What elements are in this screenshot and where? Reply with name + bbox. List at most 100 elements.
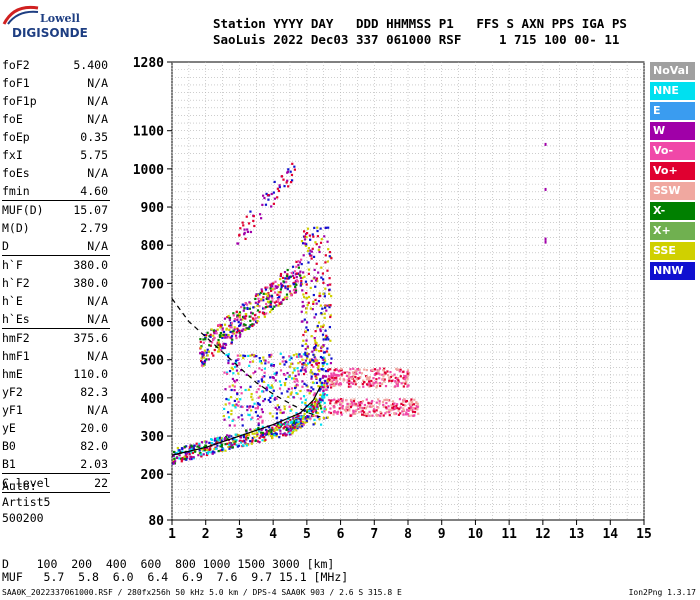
echo-point <box>333 398 336 401</box>
echo-point <box>364 407 368 410</box>
echo-point <box>244 436 247 439</box>
echo-point <box>390 404 393 407</box>
param-value: N/A <box>87 349 108 363</box>
echo-point <box>318 398 321 401</box>
echo-point <box>408 407 411 410</box>
echo-point <box>217 346 220 349</box>
echo-point <box>294 385 297 388</box>
echo-point <box>258 305 261 308</box>
echo-point <box>290 357 293 360</box>
echo-point <box>256 294 259 297</box>
echo-point <box>395 377 399 380</box>
echo-point <box>322 324 325 327</box>
y-tick-label: 1280 <box>133 56 164 71</box>
echo-point <box>317 300 321 303</box>
echo-point <box>220 334 223 337</box>
echo-point <box>288 358 291 361</box>
echo-point <box>282 280 285 283</box>
echo-point <box>345 398 348 402</box>
echo-point <box>184 451 187 454</box>
param-name: foF1 <box>2 76 30 90</box>
echo-point <box>300 279 303 283</box>
echo-point <box>234 433 237 436</box>
echo-point <box>284 286 287 290</box>
echo-point <box>218 343 221 346</box>
echo-point <box>399 406 402 409</box>
param-row: M(D) 2.79 <box>2 219 110 237</box>
echo-point <box>206 348 209 351</box>
echo-point <box>226 437 229 440</box>
echo-point <box>295 418 298 422</box>
echo-point <box>339 381 342 385</box>
echo-point <box>299 270 302 273</box>
echo-point <box>321 396 324 400</box>
echo-point <box>193 444 196 447</box>
distance-muf-table: D 100 200 400 600 800 1000 1500 3000 [km… <box>2 558 348 584</box>
echo-point <box>348 379 351 383</box>
echo-point <box>295 429 298 432</box>
echo-point <box>308 392 311 395</box>
echo-point <box>203 448 206 451</box>
echo-point <box>271 376 274 379</box>
echo-point <box>299 361 302 364</box>
echo-point <box>269 302 273 305</box>
echo-point <box>227 416 231 419</box>
echo-point <box>318 246 321 249</box>
echo-point <box>395 381 398 384</box>
echo-point <box>236 316 239 319</box>
echo-point <box>351 382 355 385</box>
echo-point <box>327 368 330 371</box>
echo-point <box>261 376 264 379</box>
param-value: N/A <box>87 403 108 417</box>
artist-code: 500200 <box>2 511 44 525</box>
echo-point <box>288 405 291 408</box>
echo-point <box>313 401 317 404</box>
echo-point <box>293 270 297 273</box>
echo-point <box>335 378 338 381</box>
echo-point <box>393 402 396 405</box>
echo-point <box>221 347 224 350</box>
echo-point <box>349 385 352 388</box>
echo-point <box>253 402 256 405</box>
echo-point <box>269 376 272 379</box>
echo-point <box>348 376 351 379</box>
echo-point <box>209 344 212 347</box>
echo-point <box>177 450 180 453</box>
echo-point <box>301 276 304 280</box>
echo-point <box>269 294 272 298</box>
echo-point <box>376 369 379 372</box>
echo-point <box>285 377 288 381</box>
echo-point <box>246 228 249 231</box>
param-name: h`Es <box>2 312 30 326</box>
echo-point <box>205 453 209 457</box>
echo-point <box>307 261 310 264</box>
param-row: hmE 110.0 <box>2 365 110 383</box>
echo-point <box>283 271 287 274</box>
echo-point <box>385 398 389 401</box>
echo-point <box>221 448 224 452</box>
echo-point <box>172 461 175 464</box>
echo-point <box>308 358 311 361</box>
echo-point <box>384 406 388 409</box>
echo-point <box>291 424 294 427</box>
echo-point <box>378 367 382 370</box>
echo-point <box>199 338 202 341</box>
echo-point <box>260 217 263 220</box>
echo-point <box>235 443 238 446</box>
echo-point <box>366 412 369 415</box>
echo-point <box>412 414 415 418</box>
echo-point <box>275 286 278 289</box>
echo-point <box>214 329 218 332</box>
echo-point <box>292 416 295 420</box>
echo-point <box>249 360 252 364</box>
echo-point <box>271 288 274 291</box>
legend-entry-nnw: NNW <box>650 262 695 280</box>
echo-point <box>271 415 274 418</box>
echo-point <box>220 436 223 440</box>
echo-point <box>329 314 332 317</box>
echo-point <box>365 375 369 378</box>
echo-point <box>397 409 400 412</box>
echo-point <box>310 403 313 406</box>
echo-point <box>304 280 308 283</box>
echo-point <box>335 379 338 382</box>
